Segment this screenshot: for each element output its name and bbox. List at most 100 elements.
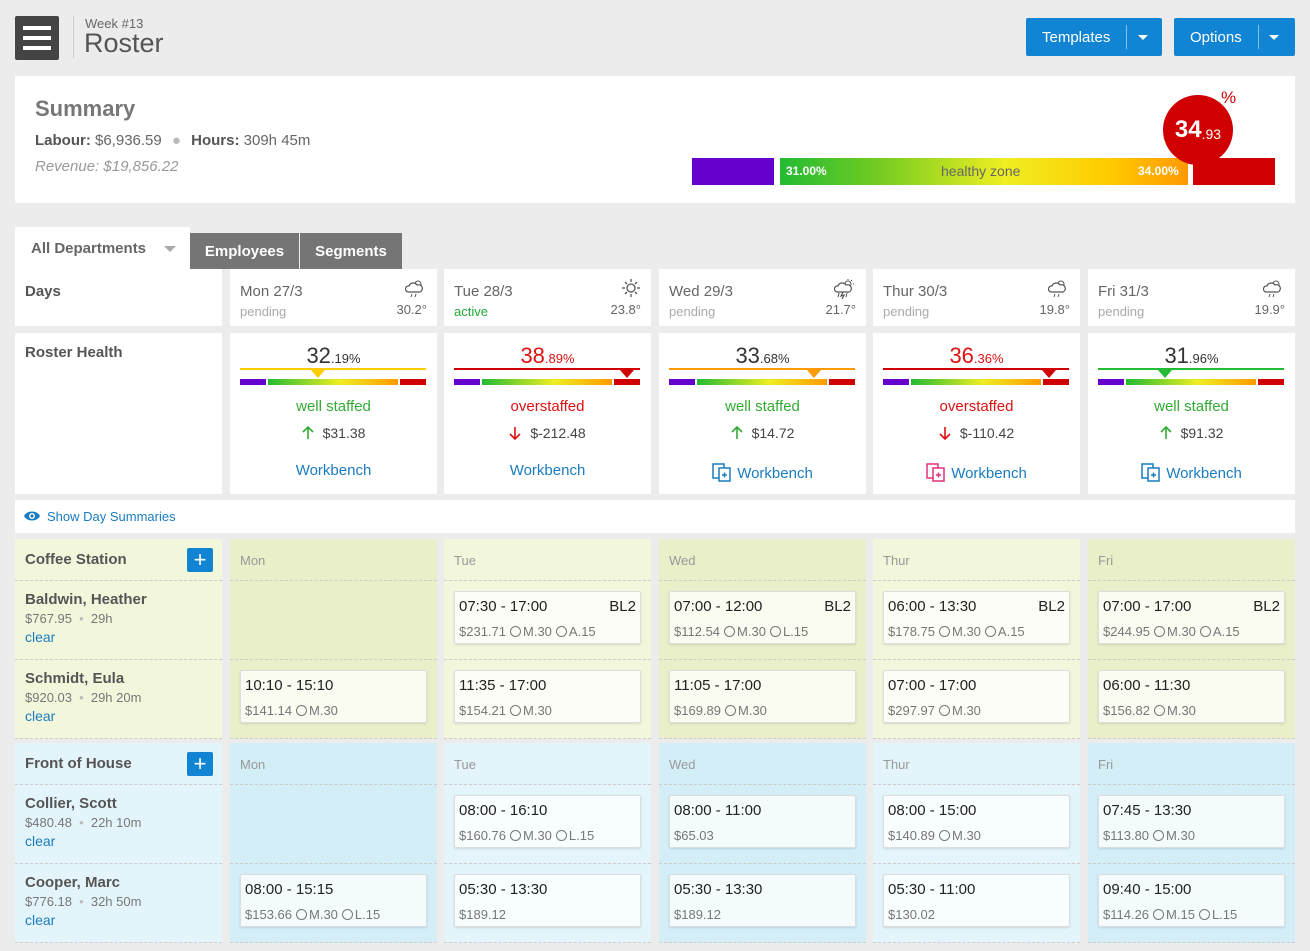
shift-card[interactable]: 07:00 - 17:00 BL2 $244.95 M.30 A.15 [1098, 591, 1285, 644]
workbench-link[interactable]: Workbench [444, 462, 651, 479]
options-button[interactable]: Options [1174, 18, 1295, 56]
health-percent-dec: .19 [330, 351, 349, 366]
day-temperature: 21.7° [825, 302, 856, 317]
staffing-variance: $31.38 [230, 425, 437, 441]
thunderstorm-icon [833, 279, 856, 304]
health-pointer [620, 370, 634, 378]
roster-cell[interactable]: 08:00 - 11:00 $65.03 [659, 785, 866, 864]
alarm-clock-icon [1153, 909, 1165, 920]
health-indicator-line [240, 368, 426, 370]
health-gauge [1098, 379, 1284, 385]
shift-card[interactable]: 05:30 - 13:30 $189.12 [669, 874, 856, 927]
roster-cell[interactable]: 07:00 - 17:00 $297.97 M.30 [873, 660, 1080, 739]
variance-amount: $31.38 [322, 425, 366, 441]
health-percent-symbol: % [992, 351, 1004, 366]
day-header-0[interactable]: Mon 27/3 pending 30.2° [230, 269, 437, 326]
department-dropdown[interactable]: All Departments [15, 227, 190, 269]
roster-cell[interactable]: 09:40 - 15:00 $114.26 M.15 L.15 [1088, 864, 1295, 943]
options-label: Options [1190, 28, 1242, 46]
break-code: M.30 [1167, 624, 1196, 639]
roster-cell[interactable]: 10:10 - 15:10 $141.14 M.30 [230, 660, 437, 739]
shift-card[interactable]: 11:05 - 17:00 $169.89 M.30 [669, 670, 856, 723]
health-indicator-line [1098, 368, 1284, 370]
shift-card[interactable]: 07:30 - 17:00 BL2 $231.71 M.30 A.15 [454, 591, 641, 644]
roster-cell[interactable] [230, 785, 437, 864]
workbench-link[interactable]: Workbench [659, 462, 866, 482]
roster-cell[interactable]: 05:30 - 13:30 $189.12 [444, 864, 651, 943]
menu-hamburger-icon[interactable] [15, 16, 59, 60]
roster-cell[interactable]: 08:00 - 15:00 $140.89 M.30 [873, 785, 1080, 864]
roster-cell[interactable]: 05:30 - 11:00 $130.02 [873, 864, 1080, 943]
templates-button[interactable]: Templates [1026, 18, 1162, 56]
health-percent-int: 31 [1164, 343, 1189, 368]
day-short-label: Thur [883, 757, 910, 772]
shift-card[interactable]: 05:30 - 13:30 $189.12 [454, 874, 641, 927]
shift-card[interactable]: 06:00 - 11:30 $156.82 M.30 [1098, 670, 1285, 723]
day-name: Wed 29/3 [669, 283, 733, 300]
roster-cell[interactable]: 05:30 - 13:30 $189.12 [659, 864, 866, 943]
tab-segments[interactable]: Segments [300, 233, 402, 269]
workbench-link[interactable]: Workbench [873, 462, 1080, 482]
day-header-3[interactable]: Thur 30/3 pending 19.8° [873, 269, 1080, 326]
health-gauge [454, 379, 640, 385]
roster-cell[interactable] [230, 581, 437, 660]
shift-card[interactable]: 07:45 - 13:30 $113.80 M.30 [1098, 795, 1285, 848]
add-shift-plus-icon[interactable]: + [187, 752, 213, 776]
cloudy-rain-icon [1262, 279, 1285, 304]
workbench-link[interactable]: Workbench [1088, 462, 1295, 482]
workbench-link[interactable]: Workbench [230, 462, 437, 479]
summary-title: Summary [35, 96, 136, 121]
show-day-summaries-link[interactable]: Show Day Summaries [15, 500, 1295, 533]
roster-cell[interactable]: 07:45 - 13:30 $113.80 M.30 [1088, 785, 1295, 864]
roster-cell[interactable]: 06:00 - 11:30 $156.82 M.30 [1088, 660, 1295, 739]
add-shift-plus-icon[interactable]: + [187, 548, 213, 572]
clear-link[interactable]: clear [25, 833, 56, 849]
shift-card[interactable]: 09:40 - 15:00 $114.26 M.15 L.15 [1098, 874, 1285, 927]
shift-card[interactable]: 08:00 - 11:00 $65.03 [669, 795, 856, 848]
shift-cost: $297.97 [888, 703, 935, 718]
alarm-clock-icon [939, 830, 950, 841]
alarm-clock-icon [725, 705, 736, 716]
chevron-down-icon[interactable] [1257, 25, 1290, 49]
percent-dec: .93 [1201, 126, 1222, 142]
roster-cell[interactable]: 11:35 - 17:00 $154.21 M.30 [444, 660, 651, 739]
shift-time: 07:00 - 17:00 [888, 677, 977, 694]
roster-cell[interactable]: 07:00 - 17:00 BL2 $244.95 M.30 A.15 [1088, 581, 1295, 660]
roster-cell[interactable]: 08:00 - 16:10 $160.76 M.30 L.15 [444, 785, 651, 864]
health-percent-int: 33 [735, 343, 760, 368]
tab-employees[interactable]: Employees [190, 233, 299, 269]
shift-card[interactable]: 08:00 - 15:15 $153.66 M.30 L.15 [240, 874, 427, 927]
roster-cell[interactable]: 08:00 - 15:15 $153.66 M.30 L.15 [230, 864, 437, 943]
day-short-label: Mon [240, 757, 266, 772]
clear-link[interactable]: clear [25, 912, 56, 928]
shift-card[interactable]: 07:00 - 12:00 BL2 $112.54 M.30 L.15 [669, 591, 856, 644]
roster-cell[interactable]: 07:00 - 12:00 BL2 $112.54 M.30 L.15 [659, 581, 866, 660]
roster-health-label-cell: Roster Health [15, 333, 222, 494]
employee-stats: $920.03 ● 29h 20m [25, 690, 142, 705]
day-header-2[interactable]: Wed 29/3 pending 21.7° [659, 269, 866, 326]
labour-hours-line: Labour: $6,936.59 ● Hours: 309h 45m [35, 132, 310, 149]
shift-card[interactable]: 05:30 - 11:00 $130.02 [883, 874, 1070, 927]
roster-cell[interactable]: 07:30 - 17:00 BL2 $231.71 M.30 A.15 [444, 581, 651, 660]
section-day-header: Wed [659, 743, 866, 785]
roster-cell[interactable]: 06:00 - 13:30 BL2 $178.75 M.30 A.15 [873, 581, 1080, 660]
roster-cell[interactable]: 11:05 - 17:00 $169.89 M.30 [659, 660, 866, 739]
clear-link[interactable]: clear [25, 629, 56, 645]
section-day-header: Mon [230, 743, 437, 785]
shift-card[interactable]: 10:10 - 15:10 $141.14 M.30 [240, 670, 427, 723]
clear-link[interactable]: clear [25, 708, 56, 724]
shift-card[interactable]: 11:35 - 17:00 $154.21 M.30 [454, 670, 641, 723]
shift-card[interactable]: 08:00 - 16:10 $160.76 M.30 L.15 [454, 795, 641, 848]
section-day-header: Wed [659, 539, 866, 581]
health-indicator-line [883, 368, 1069, 370]
shift-card[interactable]: 08:00 - 15:00 $140.89 M.30 [883, 795, 1070, 848]
section-name: Coffee Station [25, 551, 127, 568]
total-percent-badge: 34.93 [1163, 95, 1233, 165]
shift-card[interactable]: 06:00 - 13:30 BL2 $178.75 M.30 A.15 [883, 591, 1070, 644]
shift-card[interactable]: 07:00 - 17:00 $297.97 M.30 [883, 670, 1070, 723]
health-pointer [1042, 370, 1056, 378]
day-header-1[interactable]: Tue 28/3 active 23.8° [444, 269, 651, 326]
alarm-clock-icon [555, 626, 567, 637]
chevron-down-icon[interactable] [1126, 25, 1158, 49]
day-header-4[interactable]: Fri 31/3 pending 19.9° [1088, 269, 1295, 326]
